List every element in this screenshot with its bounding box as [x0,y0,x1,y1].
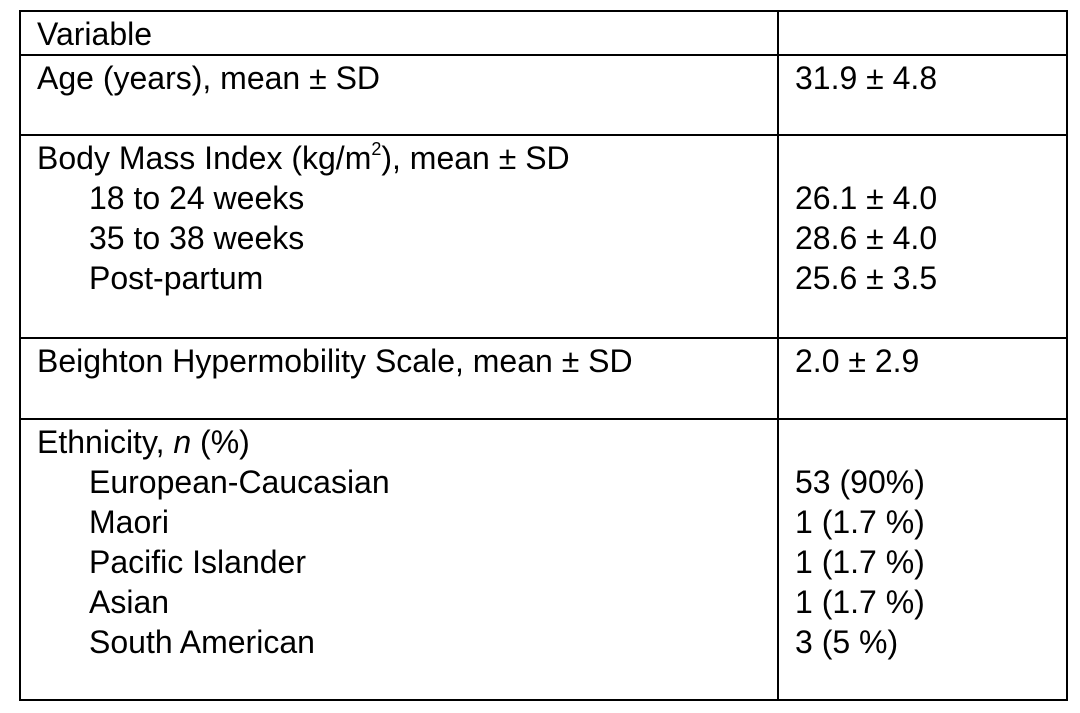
beighton-value: 2.0 ± 2.9 [795,343,920,379]
demographics-table: Variable Age (years), mean ± SD 31.9 ± 4… [19,10,1068,701]
ethnicity-row: Ethnicity, n (%) European-Caucasian Maor… [19,418,1068,701]
beighton-label: Beighton Hypermobility Scale, mean ± SD [37,343,633,379]
bmi-value: 26.1 ± 4.0 [795,180,938,216]
bmi-label-cell: Body Mass Index (kg/m2), mean ± SD 18 to… [19,134,779,339]
bmi-value: 28.6 ± 4.0 [795,220,938,256]
ethnicity-value: 3 (5 %) [795,624,899,660]
spacer [795,138,1065,178]
beighton-row: Beighton Hypermobility Scale, mean ± SD … [19,337,1068,420]
age-label: Age (years), mean ± SD [37,60,381,96]
beighton-value-cell: 2.0 ± 2.9 [777,337,1068,420]
bmi-sublabel: 35 to 38 weeks [89,220,305,256]
header-variable-cell: Variable [19,10,779,56]
beighton-label-cell: Beighton Hypermobility Scale, mean ± SD [19,337,779,420]
ethnicity-sublabel: South American [89,624,315,660]
bmi-sublabel: Post-partum [89,260,264,296]
ethnicity-value: 1 (1.7 %) [795,504,925,540]
bmi-heading-prefix: Body Mass Index (kg/m [37,140,372,176]
age-label-cell: Age (years), mean ± SD [19,54,779,136]
header-row: Variable [19,10,1068,56]
bmi-heading: Body Mass Index (kg/m2), mean ± SD [37,138,776,178]
ethnicity-heading-suffix: (%) [191,424,250,460]
bmi-sublabel: 18 to 24 weeks [89,180,305,216]
age-row: Age (years), mean ± SD 31.9 ± 4.8 [19,54,1068,136]
bmi-value: 25.6 ± 3.5 [795,260,938,296]
header-value [795,14,1065,53]
spacer [795,422,1065,462]
bmi-heading-suffix: ), mean ± SD [381,140,570,176]
header-variable: Variable [37,16,153,52]
ethnicity-sublabel: Pacific Islander [89,544,306,580]
ethnicity-value-cell: 53 (90%) 1 (1.7 %) 1 (1.7 %) 1 (1.7 %) 3… [777,418,1068,701]
ethnicity-sublabel: Maori [89,504,170,540]
header-value-cell [777,10,1068,56]
bmi-value-cell: 26.1 ± 4.0 28.6 ± 4.0 25.6 ± 3.5 [777,134,1068,339]
ethnicity-heading-prefix: Ethnicity, [37,424,174,460]
bmi-heading-sup: 2 [371,139,382,159]
ethnicity-value: 1 (1.7 %) [795,544,925,580]
ethnicity-value: 1 (1.7 %) [795,584,925,620]
bmi-row: Body Mass Index (kg/m2), mean ± SD 18 to… [19,134,1068,339]
age-value: 31.9 ± 4.8 [795,60,938,96]
ethnicity-value: 53 (90%) [795,464,925,500]
ethnicity-sublabel: Asian [89,584,170,620]
ethnicity-heading: Ethnicity, n (%) [37,422,776,462]
ethnicity-heading-italic: n [173,424,192,460]
ethnicity-label-cell: Ethnicity, n (%) European-Caucasian Maor… [19,418,779,701]
ethnicity-sublabel: European-Caucasian [89,464,390,500]
age-value-cell: 31.9 ± 4.8 [777,54,1068,136]
